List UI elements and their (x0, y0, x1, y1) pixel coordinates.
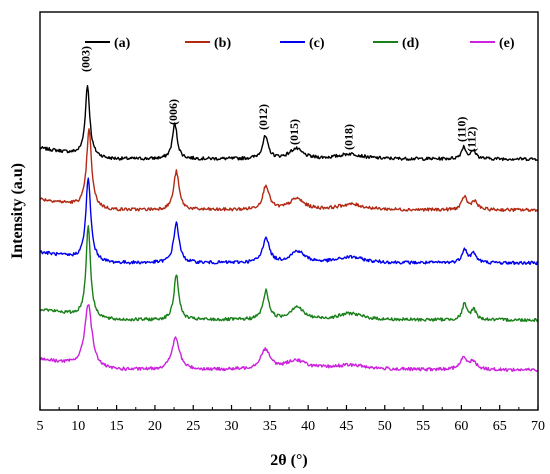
x-tick-label: 55 (416, 419, 430, 434)
legend-label: (b) (214, 36, 231, 51)
series-line-b (39, 128, 539, 213)
legend-label: (e) (499, 36, 515, 51)
legend-label: (d) (402, 36, 419, 51)
x-tick-label: 45 (339, 419, 353, 434)
x-tick-label: 25 (186, 419, 200, 434)
x-tick-label: 60 (454, 419, 468, 434)
plot-frame (39, 11, 539, 411)
x-tick-label: 50 (378, 419, 392, 434)
series-line-c (39, 177, 539, 266)
peak-label: (003) (79, 46, 93, 72)
legend-label: (a) (114, 36, 131, 51)
legend-label: (c) (309, 36, 325, 51)
x-tick-label: 10 (71, 419, 85, 434)
peak-label: (012) (256, 104, 270, 130)
x-tick-label: 35 (263, 419, 277, 434)
peak-label: (015) (287, 119, 301, 145)
x-tick-label: 15 (110, 419, 124, 434)
x-tick-label: 30 (225, 419, 239, 434)
x-tick-label: 5 (37, 419, 44, 434)
x-axis-ticks: 5 10 15 20 25 30 35 40 45 50 55 60 65 70 (37, 405, 545, 434)
x-tick-label: 20 (148, 419, 162, 434)
peak-label: (112) (465, 127, 479, 152)
x-tick-label: 65 (493, 419, 507, 434)
legend: (a) (b) (c) (d) (e) (85, 36, 515, 51)
peak-label: (110) (455, 117, 469, 142)
x-axis-label: 2θ (°) (270, 452, 307, 469)
y-axis-label: Intensity (a.u) (9, 163, 26, 259)
peak-label: (018) (341, 124, 355, 150)
series-line-d (39, 225, 539, 323)
series-traces (39, 85, 539, 372)
series-line-e (39, 304, 539, 372)
peak-labels: (003) (006) (012) (015) (018) (110)(112) (79, 46, 479, 152)
x-tick-label: 70 (531, 419, 545, 434)
peak-label: (006) (166, 99, 180, 125)
x-tick-label: 40 (301, 419, 315, 434)
series-line-a (39, 85, 539, 162)
